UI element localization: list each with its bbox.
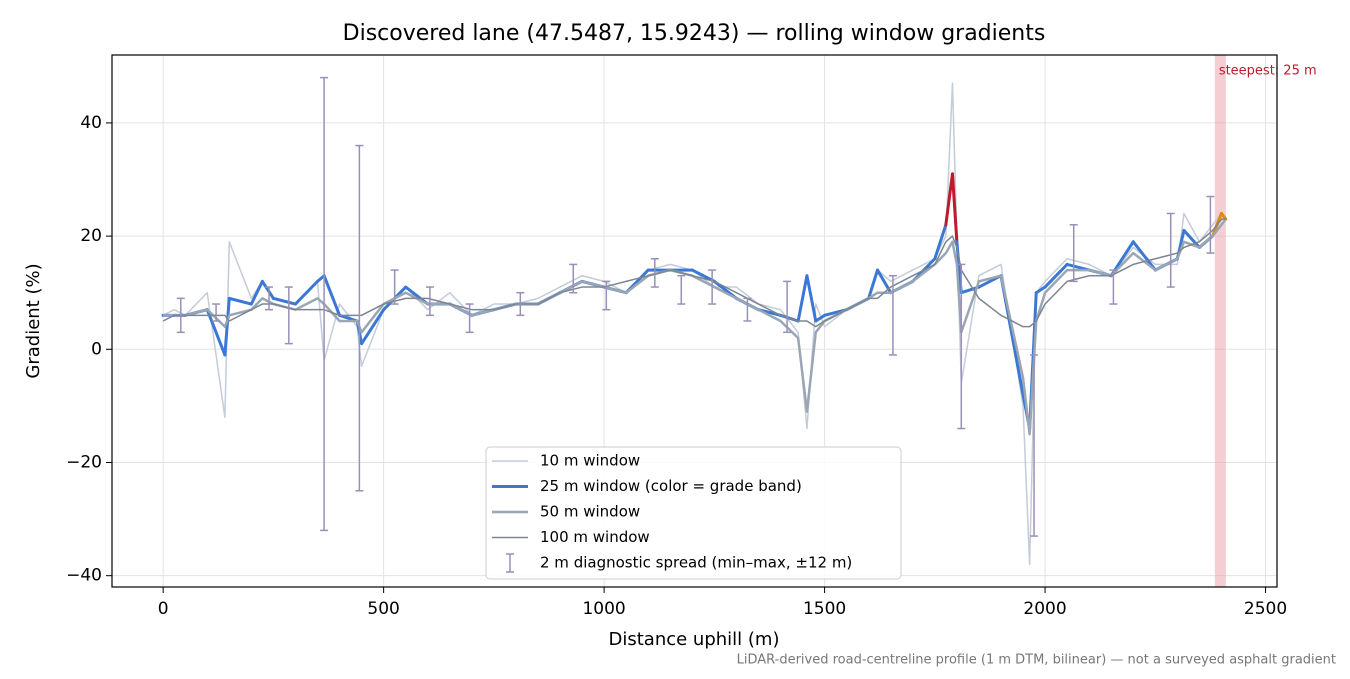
y-axis-label: Gradient (%) (23, 263, 44, 378)
chart-title: Discovered lane (47.5487, 15.9243) — rol… (343, 21, 1046, 46)
line-segment (690, 268, 716, 283)
line-segment (796, 274, 809, 323)
series-line (163, 218, 1227, 436)
y-tick-label: 40 (80, 113, 102, 133)
line-segment (867, 268, 879, 300)
y-tick-label: 20 (80, 226, 102, 246)
line-segment (805, 274, 818, 323)
line-segment (933, 223, 948, 261)
line-segment (1043, 262, 1069, 289)
line-segment (814, 313, 827, 323)
line-segment (223, 296, 231, 357)
line-segment (360, 308, 386, 346)
x-tick-label: 2500 (1244, 599, 1287, 619)
legend-label: 2 m diagnostic spread (min–max, ±12 m) (540, 554, 852, 572)
x-axis-label: Distance uphill (m) (609, 629, 780, 650)
footnote: LiDAR-derived road-centreline profile (1… (737, 653, 1336, 668)
line-segment (950, 172, 959, 244)
x-tick-label: 1000 (582, 599, 625, 619)
line-segment (271, 296, 297, 306)
line-segment (249, 279, 264, 306)
line-segment (227, 296, 253, 306)
x-tick-label: 0 (158, 599, 169, 619)
legend-label: 10 m window (540, 452, 640, 470)
x-tick-label: 500 (367, 599, 399, 619)
line-segment (1034, 285, 1047, 295)
legend-box (485, 446, 902, 580)
highlight-label: steepest: 25 m (1219, 64, 1317, 79)
line-segment (205, 308, 227, 357)
legend-label: 25 m window (color = grade band) (540, 477, 802, 495)
line-segment (322, 274, 342, 317)
x-tick-label: 2000 (1023, 599, 1066, 619)
line-segment (260, 279, 275, 300)
legend-label: 100 m window (540, 528, 650, 546)
y-tick-label: 0 (91, 339, 102, 359)
line-segment (1131, 240, 1157, 272)
plot-frame (111, 54, 1278, 588)
highlight-span (1214, 55, 1226, 587)
line-segment (944, 172, 954, 227)
x-tick-label: 1500 (803, 599, 846, 619)
legend-label: 50 m window (540, 503, 640, 521)
line-segment (293, 279, 319, 306)
y-tick-label: −20 (66, 452, 102, 472)
series-line (162, 218, 1226, 328)
y-tick-label: −40 (66, 566, 102, 586)
line-segment (1219, 211, 1228, 221)
line-segment (1182, 228, 1201, 249)
